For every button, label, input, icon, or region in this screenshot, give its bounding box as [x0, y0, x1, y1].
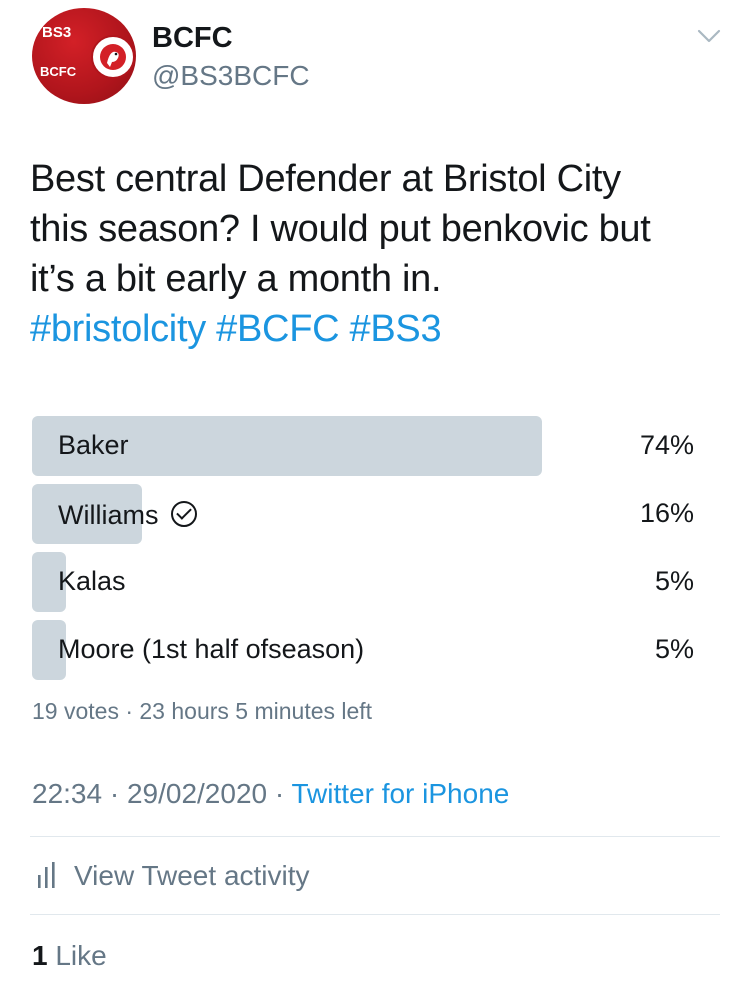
poll-option-label-wrap: Williams [58, 498, 197, 531]
hashtag-link[interactable]: #BCFC [216, 308, 340, 350]
club-crest-icon [91, 35, 135, 79]
poll-option: Baker 74% [32, 416, 694, 476]
poll-option: Williams 16% [32, 484, 694, 544]
divider [30, 914, 720, 915]
poll-result-bar [32, 620, 67, 680]
poll-option-percent: 74% [639, 430, 694, 460]
poll-option-percent: 5% [654, 634, 694, 664]
poll: Baker 74% Williams 16% Kalas 5% Moore (1… [32, 416, 694, 688]
display-name[interactable]: BCFC [152, 22, 233, 54]
poll-option: Moore (1st half ofseason) 5% [32, 620, 694, 680]
poll-option-label: Moore (1st half ofseason) [58, 634, 365, 664]
poll-meta: 19 votes · 23 hours 5 minutes left [32, 698, 373, 724]
poll-result-bar [32, 552, 67, 612]
chevron-down-icon[interactable] [696, 26, 722, 46]
avatar-text-bcfc: BCFC [40, 64, 77, 79]
hashtag-link[interactable]: #bristolcity [30, 308, 206, 350]
tweet-timestamp: 22:34 · 29/02/2020 · Twitter for iPhone [32, 778, 509, 810]
likes-count[interactable]: 1 Like [32, 940, 107, 972]
tweet-time-date[interactable]: 22:34 · 29/02/2020 · [32, 778, 292, 809]
view-tweet-activity-button[interactable]: View Tweet activity [34, 860, 310, 892]
bar-chart-icon [38, 862, 55, 888]
check-circle-icon [170, 501, 197, 527]
view-tweet-activity-label: View Tweet activity [74, 860, 310, 891]
avatar[interactable]: BS3 BCFC [32, 8, 136, 104]
divider [30, 836, 720, 837]
poll-option-percent: 5% [654, 566, 694, 596]
tweet-source-link[interactable]: Twitter for iPhone [291, 778, 510, 809]
poll-result-bar [32, 416, 542, 476]
poll-option-label: Kalas [58, 566, 126, 596]
like-count-label: Like [47, 940, 107, 971]
hashtag-line: #bristolcity #BCFC #BS3 [30, 304, 720, 354]
tweet-text-line: this season? I would put benkovic but [30, 208, 651, 250]
user-handle[interactable]: @BS3BCFC [152, 60, 310, 91]
poll-option: Kalas 5% [32, 552, 694, 612]
tweet-text: Best central Defender at Bristol City th… [30, 154, 720, 354]
poll-result-bar [32, 484, 142, 544]
tweet-text-line: Best central Defender at Bristol City [30, 158, 621, 200]
poll-option-label: Baker [58, 430, 129, 460]
like-count-number: 1 [32, 940, 48, 971]
poll-option-percent: 16% [639, 498, 694, 528]
tweet-text-line: it’s a bit early a month in. [30, 258, 442, 300]
avatar-text-bs3: BS3 [42, 24, 72, 41]
poll-option-label: Williams [58, 500, 159, 530]
hashtag-link[interactable]: #BS3 [349, 308, 442, 350]
